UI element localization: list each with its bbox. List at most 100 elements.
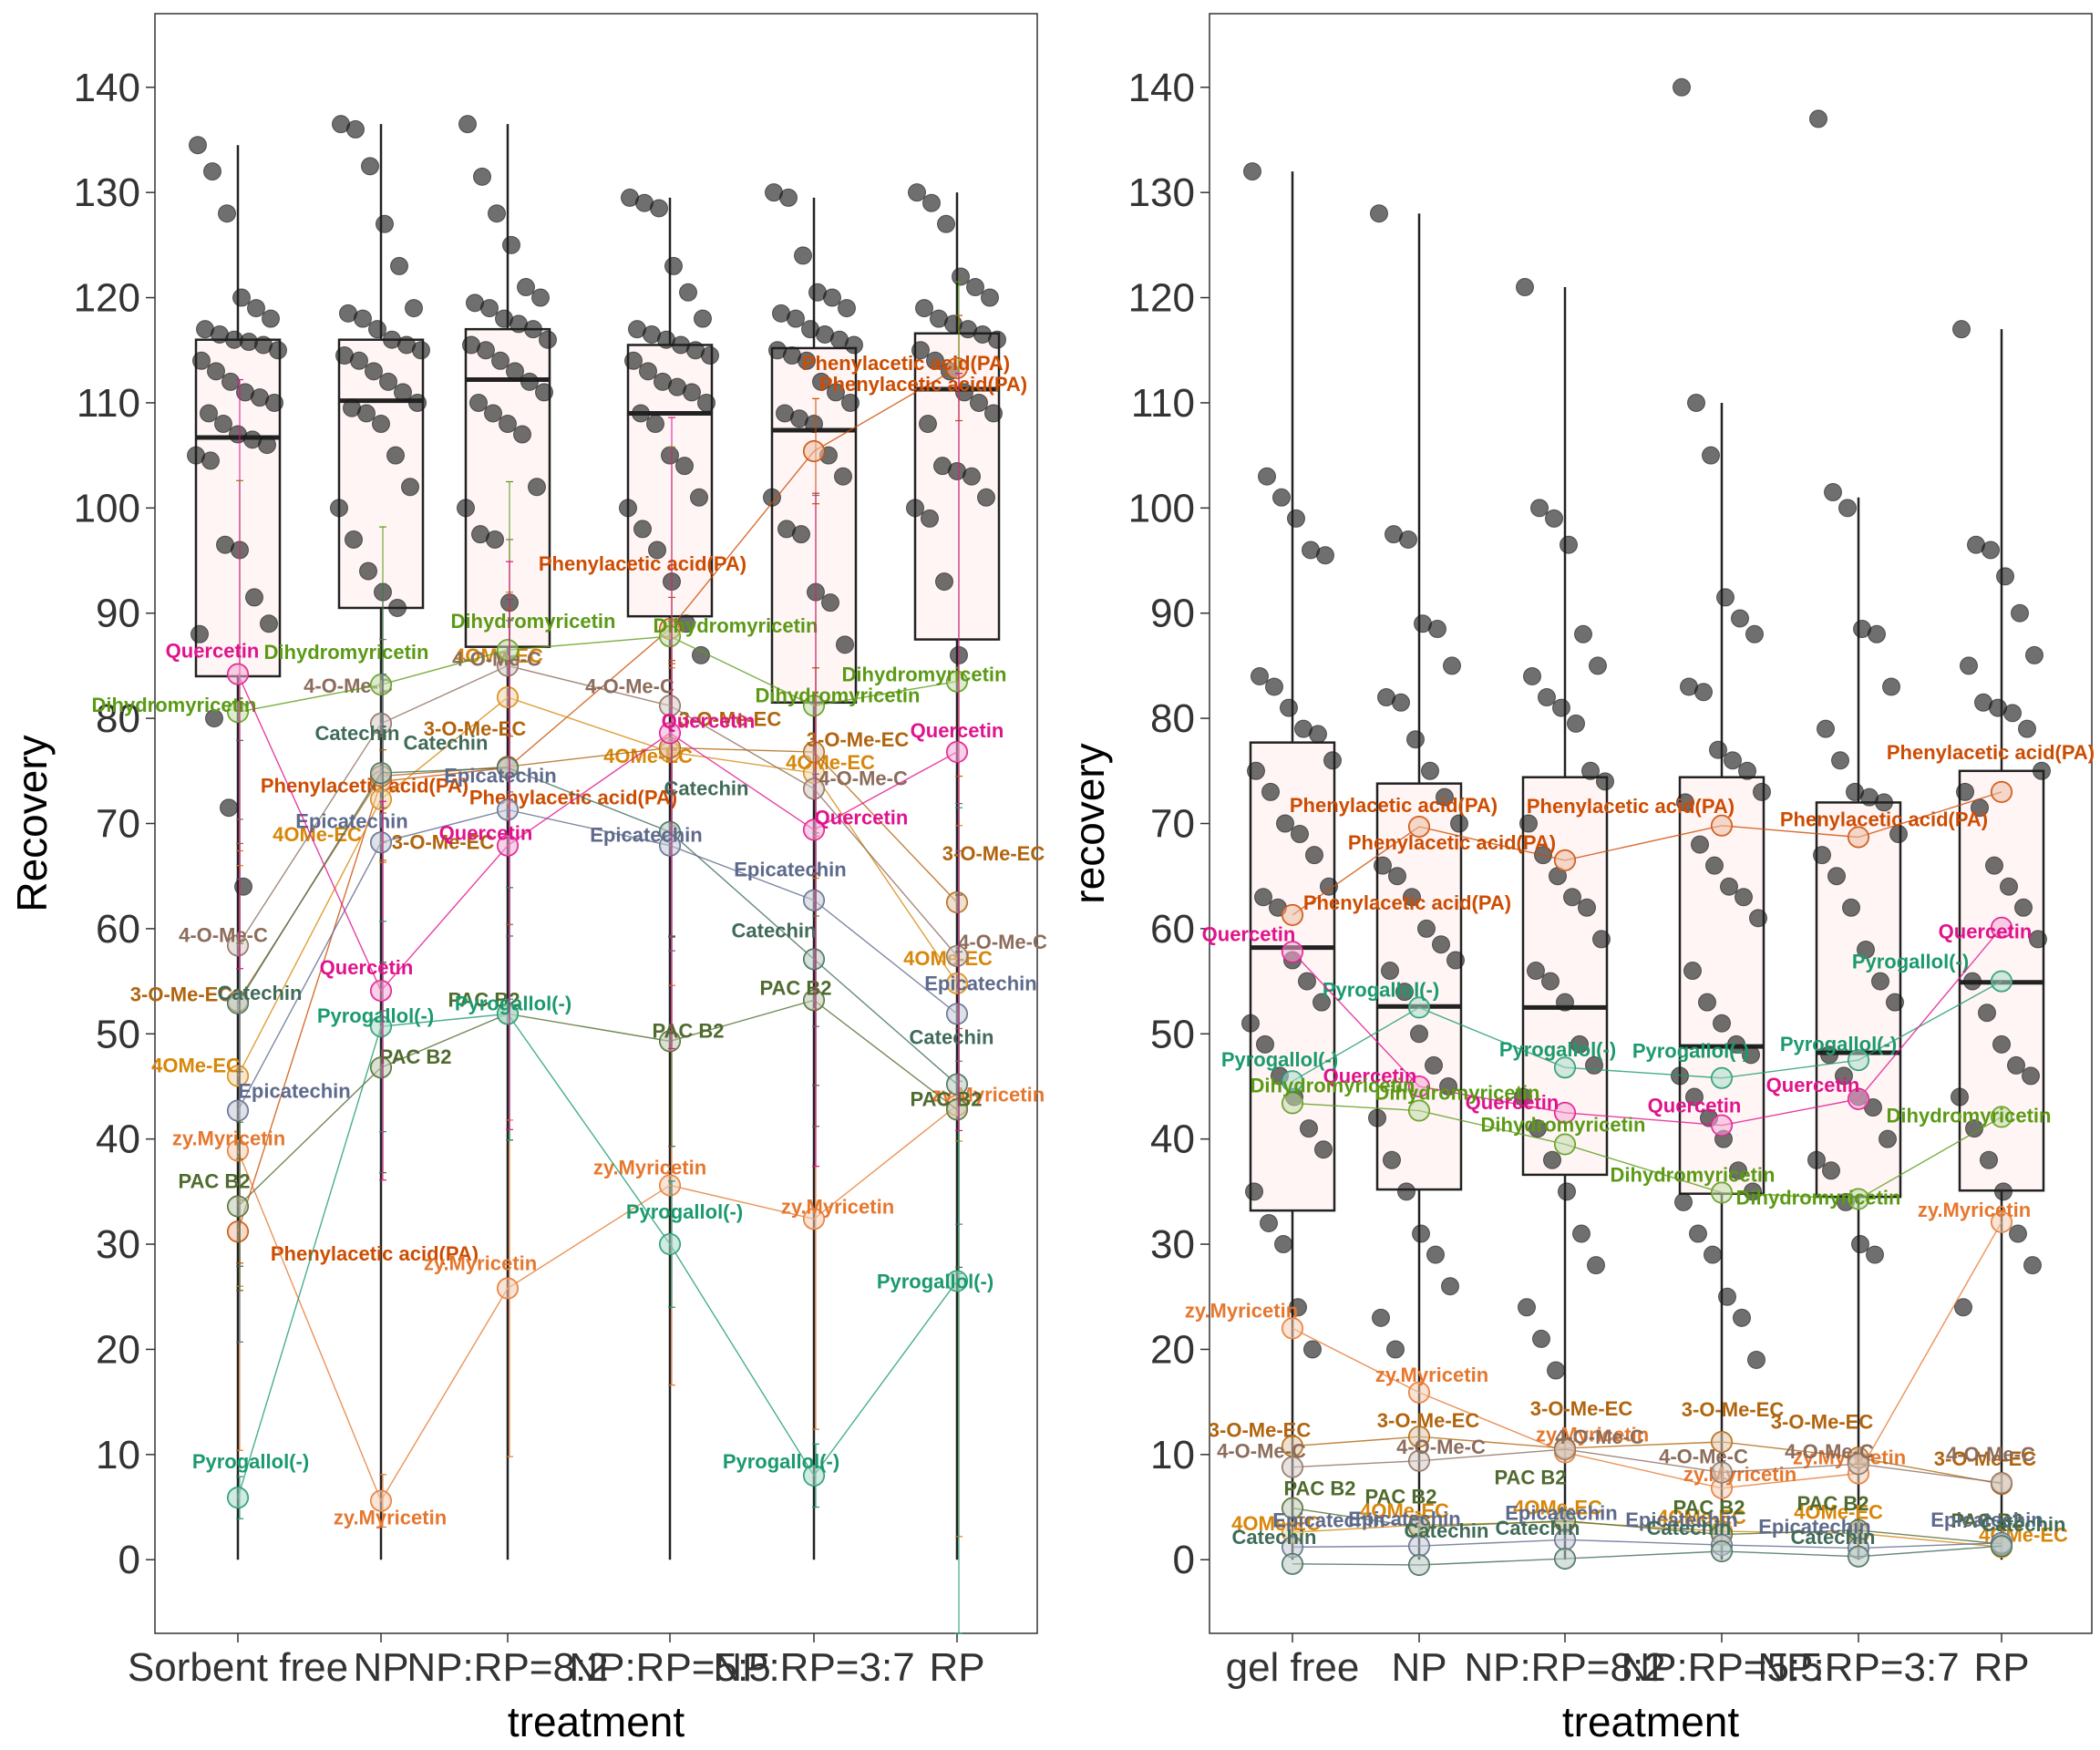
x-tick-label: NP:RP=3:7	[713, 1645, 914, 1690]
series-label: zy.Myricetin	[1375, 1364, 1488, 1386]
series-label: Quercetin	[1939, 921, 2033, 943]
series-label: PAC B2	[1494, 1467, 1566, 1489]
y-tick-label: 110	[1131, 381, 1195, 426]
right-panel: 0 10 20 30 40 50 60 70 80 90 100 110 120 130 140 gel fr…	[1065, 13, 2095, 1745]
series-point	[1554, 1101, 1576, 1124]
series-point	[1408, 1516, 1430, 1539]
raw-point	[1982, 540, 2000, 560]
raw-point	[477, 341, 495, 360]
series-label: Phenylacetic acid(PA)	[1527, 795, 1735, 818]
series-point	[803, 1208, 825, 1230]
raw-point	[646, 415, 664, 434]
raw-point	[1954, 1298, 1972, 1317]
x-tick-label: NP:RP=5:5	[569, 1645, 770, 1690]
x-axis-title: treatment	[508, 1698, 685, 1745]
series-point	[1282, 1070, 1303, 1093]
series-label: Phenylacetic acid(PA)	[469, 786, 677, 808]
series-point-highlight	[1712, 1462, 1732, 1483]
raw-point	[1538, 688, 1556, 707]
series-point	[659, 695, 681, 717]
raw-point	[1370, 204, 1388, 223]
raw-point	[650, 199, 668, 218]
series-label: Dihydromyricetin	[654, 614, 818, 637]
series-point	[803, 989, 825, 1012]
series-label: Pyrogallol(-)	[1632, 1040, 1749, 1063]
series-point	[1991, 1210, 2012, 1233]
series-point	[497, 639, 519, 662]
raw-point	[354, 309, 372, 328]
raw-point	[488, 204, 506, 223]
series-point-highlight	[1282, 1498, 1302, 1518]
raw-point	[2023, 1256, 2042, 1275]
series-label: Catechin	[664, 777, 749, 800]
series-point-highlight	[804, 1465, 824, 1486]
raw-point	[1729, 1161, 1747, 1180]
raw-point	[2009, 1224, 2027, 1243]
x-tick-label: RP	[929, 1645, 984, 1690]
raw-point	[205, 709, 223, 728]
raw-point	[1683, 962, 1702, 981]
raw-point	[624, 351, 643, 370]
raw-point	[1674, 1192, 1693, 1211]
series-point-highlight	[660, 1031, 680, 1052]
raw-point	[981, 288, 999, 307]
series-label: Epicatechin	[295, 809, 407, 832]
series-label: Phenylacetic acid(PA)	[539, 552, 746, 575]
series-point	[370, 1015, 392, 1038]
series-point	[227, 934, 249, 957]
raw-point	[484, 404, 502, 423]
raw-point	[1702, 446, 1720, 465]
raw-point	[1578, 898, 1596, 917]
raw-point	[1574, 624, 1592, 643]
series-label: Dihydromyricetin	[842, 664, 1007, 686]
raw-point	[1516, 278, 1534, 297]
series-point-highlight	[1848, 827, 1868, 848]
series-point	[1408, 996, 1430, 1019]
raw-point	[528, 478, 546, 497]
series-point-highlight	[498, 1004, 518, 1024]
y-tick-label: 140	[74, 66, 140, 110]
series-point-highlight	[371, 980, 391, 1001]
series-point	[1711, 1181, 1733, 1204]
raw-point	[1868, 624, 1886, 643]
raw-point	[827, 383, 845, 402]
series-point-highlight	[498, 687, 518, 708]
raw-point	[984, 404, 1003, 423]
raw-point	[1886, 993, 1904, 1012]
series-point	[1554, 1548, 1576, 1570]
raw-point	[1581, 761, 1600, 780]
raw-point	[821, 593, 839, 612]
raw-point	[221, 372, 240, 391]
raw-point	[1676, 793, 1694, 812]
raw-point	[269, 341, 287, 360]
raw-point	[1392, 693, 1410, 712]
series-point-highlight	[660, 723, 680, 744]
raw-point	[480, 299, 499, 318]
series-label: Pyrogallol(-)	[1499, 1038, 1616, 1061]
raw-point	[1698, 993, 1716, 1012]
raw-point	[220, 798, 238, 818]
raw-point	[1254, 888, 1272, 907]
series-point-highlight	[371, 713, 391, 734]
raw-point	[502, 235, 520, 254]
raw-point	[1258, 467, 1276, 486]
series-label: 3-O-Me-EC	[1682, 1398, 1785, 1421]
series-label: Catechin	[218, 982, 303, 1004]
series-point-highlight	[1555, 1057, 1575, 1078]
series-label: Dihydromyricetin	[1251, 1074, 1415, 1096]
raw-point	[361, 157, 379, 176]
raw-point	[379, 372, 397, 391]
raw-point	[539, 330, 557, 349]
x-tick-label: NP	[353, 1645, 408, 1690]
raw-point	[386, 446, 405, 465]
raw-point	[2029, 930, 2047, 949]
series-label: Epicatechin	[1505, 1501, 1617, 1524]
raw-point	[648, 540, 666, 560]
series-label: Phenylacetic acid(PA)	[1348, 831, 1556, 854]
series-label: zy.Myricetin	[424, 1252, 537, 1275]
x-tick-label: NP:RP=8:2	[1464, 1645, 1665, 1690]
series-label: 3-O-Me-EC	[807, 728, 910, 751]
series-point	[497, 1003, 519, 1025]
raw-point	[1558, 1182, 1576, 1201]
series-label: Dihydromyricetin	[451, 610, 616, 633]
